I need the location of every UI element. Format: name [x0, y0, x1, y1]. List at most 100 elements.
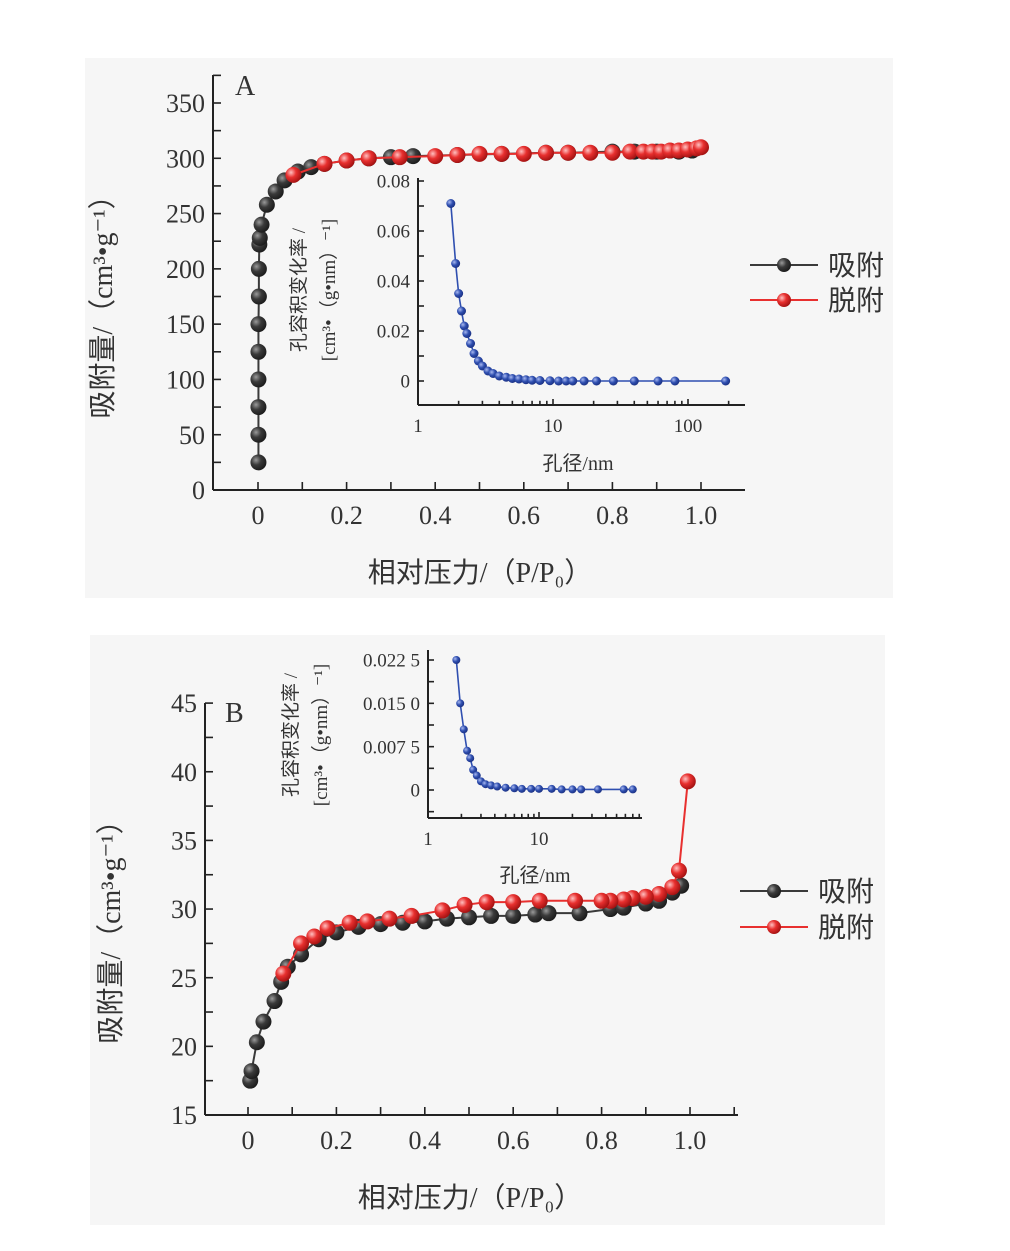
inset-data-point: [469, 765, 478, 774]
data-point: [622, 143, 639, 160]
inset-x-axis-label: 孔径/nm: [542, 452, 614, 475]
panel-b: 15 20 25 30 35 40 45 0 0.2 0.4 0.6 0.8 1.0 B 吸附量/（cm³•…: [95, 650, 874, 1214]
inset-data-point: [466, 754, 475, 763]
inset-data-point: [514, 374, 524, 384]
y-tick-label: 30: [171, 895, 197, 924]
inset-data-point: [629, 376, 639, 386]
data-point: [505, 894, 522, 911]
x-tick-label: 0.2: [320, 1126, 353, 1155]
inset-data-point: [721, 376, 731, 386]
data-point: [267, 183, 284, 200]
y-tick-label: 50: [179, 421, 205, 450]
panel-label: B: [225, 698, 244, 729]
inset-data-point: [535, 376, 545, 385]
data-point: [615, 891, 632, 908]
y-tick-label: 35: [171, 827, 197, 856]
y-tick-label: 0.08: [377, 172, 410, 193]
data-point: [250, 260, 267, 277]
inset-data-point: [547, 784, 556, 793]
inset-data-point: [494, 371, 504, 381]
inset-data-point: [501, 783, 510, 792]
data-point: [250, 454, 267, 471]
inset-data-point: [619, 785, 628, 794]
y-tick-label: 100: [166, 366, 205, 395]
inset-data-point: [507, 374, 517, 383]
inset-data-point: [577, 785, 586, 794]
x-tick-label: 0.4: [419, 501, 452, 530]
panel-a-background: [85, 58, 893, 598]
data-point: [381, 910, 398, 927]
data-point: [275, 965, 292, 982]
inset-x-axis-label: 孔径/nm: [499, 864, 571, 887]
data-point: [604, 144, 621, 161]
x-axis-label: 相对压力/（P/P₀）: [358, 1182, 582, 1214]
data-point: [316, 155, 333, 172]
inset-data-point: [456, 699, 465, 708]
data-point: [449, 146, 466, 163]
data-point: [303, 159, 320, 176]
inset-data-point: [628, 785, 637, 794]
data-point: [670, 862, 687, 879]
inset-data-point: [493, 782, 502, 791]
data-point: [515, 145, 532, 162]
inset-data-point: [466, 339, 476, 348]
y-tick-label: 0.02: [377, 322, 410, 343]
x-tick-label: 0.6: [497, 1126, 530, 1155]
data-point: [531, 892, 548, 909]
data-point: [285, 166, 302, 183]
inset-data-point: [670, 376, 680, 386]
inset-data-point: [527, 375, 537, 385]
inset-data-point: [591, 376, 601, 386]
data-point: [693, 139, 709, 156]
data-point: [250, 371, 267, 388]
inset-data-point: [608, 376, 618, 386]
x-tick-label: 100: [674, 416, 703, 437]
legend-marker: [767, 920, 781, 934]
y-tick-label: 20: [171, 1032, 197, 1061]
data-point: [471, 145, 488, 162]
inset-pore-size-distribution: 0 0.007 5 0.015 0 0.022 5 1 10 孔容积变化率 / [cm³•（g…: [280, 650, 642, 887]
inset-data-point: [446, 199, 456, 208]
data-point: [434, 902, 451, 919]
y-tick-label: 40: [171, 758, 197, 787]
legend-label: 吸附: [828, 250, 884, 282]
data-point: [582, 144, 599, 161]
y-axis-label: 吸附量/（cm³•g⁻¹）: [95, 806, 127, 1043]
y-tick-label: 0.015 0: [363, 694, 420, 715]
inset-data-point: [469, 349, 479, 358]
data-point: [250, 316, 267, 333]
y-tick-label: 25: [171, 964, 197, 993]
y-axis-label: 吸附量/（cm³•g⁻¹）: [87, 181, 119, 418]
y-tick-label: 0.022 5: [363, 651, 420, 672]
data-point: [461, 909, 477, 926]
inset-data-point: [653, 376, 663, 386]
data-point: [360, 150, 377, 167]
inset-data-point: [593, 785, 602, 794]
x-tick-label: 0: [242, 1126, 255, 1155]
data-point: [293, 935, 310, 952]
x-tick-label: 1: [413, 416, 423, 437]
y-tick-label: 300: [166, 144, 205, 173]
legend-label: 吸附: [818, 876, 874, 908]
data-point: [456, 896, 473, 913]
inset-data-point: [459, 725, 468, 734]
data-point: [341, 914, 358, 931]
inset-data-point: [510, 784, 519, 793]
data-point: [266, 993, 283, 1010]
data-point: [527, 906, 544, 923]
x-tick-label: 0.6: [508, 501, 541, 530]
data-point: [250, 288, 267, 305]
inset-data-point: [557, 785, 566, 794]
y-tick-label: 150: [166, 310, 205, 339]
y-tick-label: 0: [401, 372, 411, 393]
legend-label: 脱附: [818, 912, 874, 944]
data-point: [416, 913, 433, 930]
inset-data-point: [456, 306, 466, 316]
inset-y-axis-label: 孔容积变化率 /: [288, 227, 310, 352]
y-tick-label: 250: [166, 200, 205, 229]
inset-y-axis-label: [cm³•（g•nm）⁻¹]: [318, 219, 340, 361]
legend-marker: [767, 884, 781, 898]
legend-marker: [777, 258, 791, 272]
data-point: [537, 144, 554, 161]
